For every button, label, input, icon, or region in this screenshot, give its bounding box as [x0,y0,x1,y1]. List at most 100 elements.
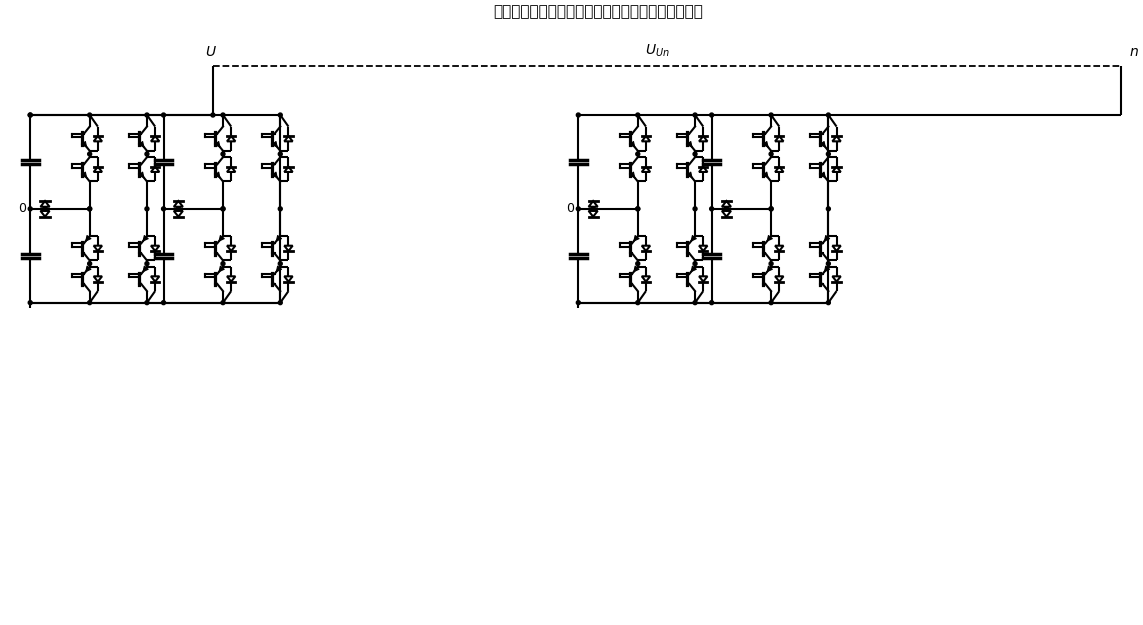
Circle shape [88,113,91,117]
Polygon shape [227,136,235,141]
Circle shape [769,152,773,156]
Polygon shape [641,276,650,282]
Circle shape [221,262,225,266]
Circle shape [161,207,166,211]
Circle shape [29,207,32,211]
Polygon shape [700,167,708,172]
Circle shape [145,301,149,304]
Circle shape [176,207,181,211]
Circle shape [161,301,166,304]
Circle shape [769,113,773,117]
Polygon shape [40,211,49,217]
Circle shape [725,207,728,211]
Polygon shape [94,246,102,251]
Circle shape [636,152,640,156]
Circle shape [221,301,225,304]
Polygon shape [227,276,235,282]
Circle shape [278,262,282,266]
Polygon shape [151,167,159,172]
Circle shape [636,301,640,304]
Polygon shape [775,276,783,282]
Circle shape [88,207,91,211]
Circle shape [693,152,697,156]
Circle shape [145,152,149,156]
Polygon shape [589,211,598,217]
Text: $U_{Un}$: $U_{Un}$ [645,42,670,59]
Circle shape [29,113,32,117]
Circle shape [43,207,47,211]
Circle shape [221,113,225,117]
Circle shape [725,207,728,211]
Circle shape [221,207,225,211]
Circle shape [29,301,32,304]
Polygon shape [700,136,708,141]
Circle shape [710,207,713,211]
Polygon shape [832,276,841,282]
Polygon shape [641,136,650,141]
Circle shape [636,207,640,211]
Circle shape [278,301,282,304]
Polygon shape [94,167,102,172]
Circle shape [826,207,830,211]
Polygon shape [775,246,783,251]
Circle shape [221,207,225,211]
Circle shape [161,113,166,117]
Polygon shape [94,276,102,282]
Text: $n$: $n$ [1129,45,1140,59]
Polygon shape [285,136,293,141]
Polygon shape [285,167,293,172]
Text: 基于中性点钳位式的级联多电平逆变器单相拓扑结构: 基于中性点钳位式的级联多电平逆变器单相拓扑结构 [493,4,703,19]
Polygon shape [227,167,235,172]
Circle shape [576,207,581,211]
Circle shape [278,113,282,117]
Circle shape [278,207,282,211]
Polygon shape [722,201,732,207]
Circle shape [88,301,91,304]
Circle shape [278,152,282,156]
Circle shape [769,301,773,304]
Circle shape [211,113,215,117]
Polygon shape [151,246,159,251]
Polygon shape [775,136,783,141]
Circle shape [826,301,830,304]
Circle shape [710,301,713,304]
Circle shape [591,207,596,211]
Circle shape [769,207,773,211]
Polygon shape [174,211,183,217]
Polygon shape [832,246,841,251]
Circle shape [591,207,596,211]
Circle shape [710,113,713,117]
Circle shape [576,113,581,117]
Polygon shape [151,276,159,282]
Polygon shape [40,201,49,207]
Circle shape [88,207,91,211]
Circle shape [636,113,640,117]
Polygon shape [227,246,235,251]
Circle shape [769,207,773,211]
Text: $U$: $U$ [205,45,217,59]
Circle shape [221,152,225,156]
Circle shape [693,301,697,304]
Circle shape [88,152,91,156]
Circle shape [693,262,697,266]
Circle shape [769,262,773,266]
Text: 0: 0 [18,202,26,216]
Polygon shape [174,201,183,207]
Circle shape [29,113,32,117]
Polygon shape [775,167,783,172]
Circle shape [693,113,697,117]
Circle shape [693,207,697,211]
Polygon shape [151,136,159,141]
Circle shape [88,262,91,266]
Circle shape [43,207,47,211]
Circle shape [176,207,181,211]
Circle shape [145,262,149,266]
Polygon shape [832,136,841,141]
Circle shape [826,262,830,266]
Polygon shape [832,167,841,172]
Circle shape [636,207,640,211]
Circle shape [576,301,581,304]
Text: 0: 0 [566,202,574,216]
Circle shape [636,262,640,266]
Polygon shape [700,276,708,282]
